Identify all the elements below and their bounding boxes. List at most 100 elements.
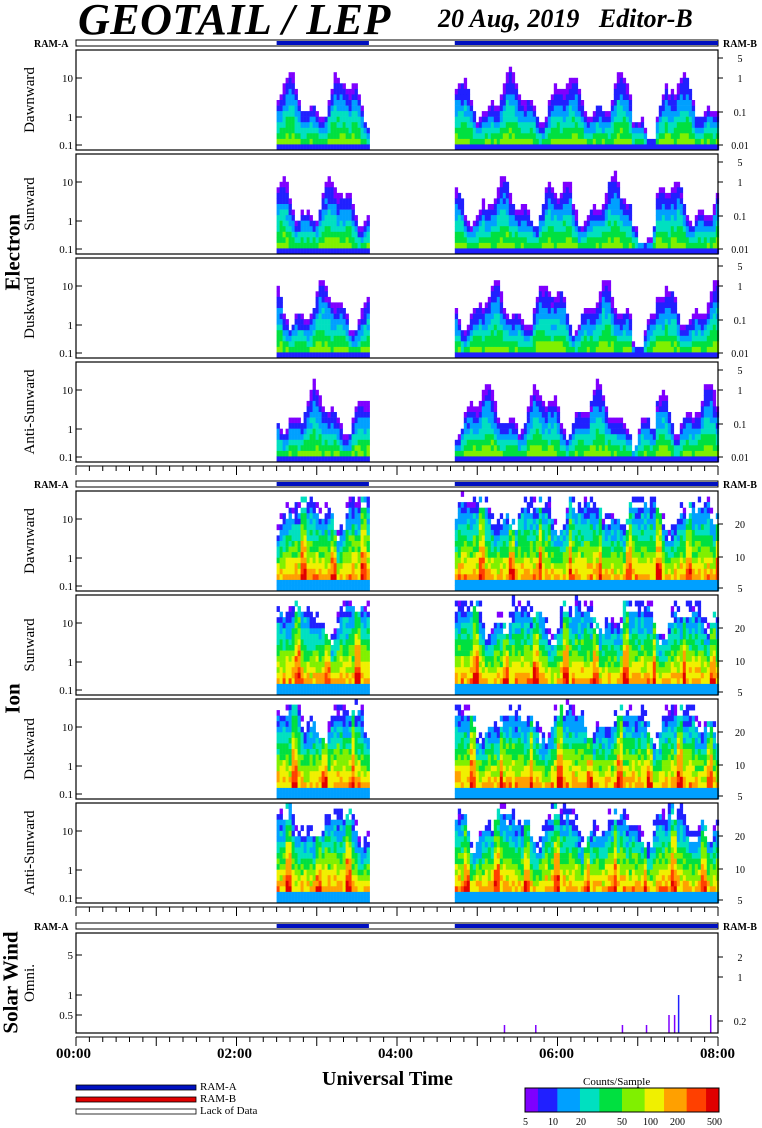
y-right-tick-label-1-2: 0.1: [734, 212, 747, 223]
editor-label: Editor-B: [598, 4, 693, 33]
y-right-tick-label-1-0: 5: [738, 158, 743, 169]
panel-label-6: Duskward: [22, 718, 38, 780]
main-title: GEOTAIL / LEP: [78, 0, 391, 44]
y-tick-label-2-0: 10: [62, 281, 74, 293]
panel-frame-4: [75, 490, 719, 592]
y-tick-label-4-2: 0.1: [59, 581, 73, 593]
y-tick-label-8-2: 0.5: [59, 1010, 73, 1022]
y-right-tick-label-3-3: 0.01: [731, 453, 749, 464]
y-tick-label-6-1: 1: [68, 761, 74, 773]
colorbar-tick-0: 5: [523, 1117, 528, 1128]
sw-spike-2: [621, 1025, 624, 1033]
y-right-tick-label-0-1: 1: [738, 74, 743, 85]
sw-spike-1: [535, 1025, 537, 1033]
y-right-tick-label-4-0: 20: [735, 520, 745, 531]
colorbar: [524, 1087, 720, 1113]
y-right-tick-label-2-1: 1: [738, 282, 743, 293]
y-tick-label-5-1: 1: [68, 657, 74, 669]
panel-4: 10 1 0.1 20 10 5 Dawnward: [22, 490, 745, 595]
panel-frame-7: [75, 802, 719, 904]
group-label-solar-wind: Solar Wind: [0, 931, 23, 1034]
sw-spike-0: [503, 1025, 506, 1033]
group-label-ion: Ion: [0, 683, 25, 714]
panel-6: 10 1 0.1 20 10 5 Duskward: [22, 698, 745, 803]
panel-label-8: Omni.: [22, 964, 38, 1002]
legend-swatch-2: [75, 1108, 197, 1115]
sw-spike-7: [709, 1015, 712, 1033]
y-tick-label-7-2: 0.1: [59, 893, 73, 905]
y-right-tick-label-8-1: 1: [738, 973, 743, 984]
ram-b-label-ion: RAM-B: [723, 480, 757, 491]
y-right-tick-label-7-2: 5: [738, 896, 743, 907]
panel-frame-1: [75, 153, 719, 255]
ram-a-segment-0-1: [454, 41, 718, 45]
y-tick-label-2-2: 0.1: [59, 348, 73, 360]
y-right-tick-label-4-2: 5: [738, 584, 743, 595]
ram-a-segment-2-1: [454, 924, 718, 928]
y-right-tick-label-3-1: 1: [738, 386, 743, 397]
y-right-tick-label-6-1: 10: [735, 761, 745, 772]
y-tick-label-3-2: 0.1: [59, 452, 73, 464]
panel-label-0: Dawnward: [22, 67, 38, 133]
y-right-tick-label-5-1: 10: [735, 657, 745, 668]
panel-label-3: Anti-Sunward: [22, 369, 38, 454]
x-tick-label-3: 06:00: [539, 1046, 574, 1062]
y-tick-label-8-0: 5: [68, 950, 74, 962]
x-tick-label-4: 08:00: [700, 1046, 735, 1062]
x-tick-label-0: 00:00: [56, 1046, 91, 1062]
sw-spike-3: [645, 1025, 648, 1033]
x-tick-label-2: 04:00: [378, 1046, 413, 1062]
y-right-tick-label-3-0: 5: [738, 366, 743, 377]
y-right-tick-label-8-2: 0.2: [734, 1017, 747, 1028]
y-tick-label-6-0: 10: [62, 722, 74, 734]
panel-frame-0: [75, 49, 719, 151]
y-tick-label-6-2: 0.1: [59, 789, 73, 801]
panel-1: 10 1 0.1 5 1 0.1 0.01 Sunward: [22, 153, 749, 256]
y-tick-label-5-2: 0.1: [59, 685, 73, 697]
y-tick-label-7-0: 10: [62, 826, 74, 838]
ram-a-label-electron: RAM-A: [34, 39, 69, 50]
panel-label-2: Duskward: [22, 277, 38, 339]
panel-label-4: Dawnward: [22, 508, 38, 574]
panel-frame-6: [75, 698, 719, 800]
sw-spike-4: [668, 1015, 670, 1033]
colorbar-tick-1: 10: [548, 1117, 558, 1128]
panel-frame-8: [75, 932, 719, 1034]
legend-swatch-1: [75, 1096, 197, 1103]
y-right-tick-label-5-0: 20: [735, 624, 745, 635]
colorbar-tick-3: 50: [617, 1117, 627, 1128]
panel-frame-5: [75, 594, 719, 696]
panel-7: 10 1 0.1 20 10 5 Anti-Sunward: [22, 802, 745, 907]
y-tick-label-1-0: 10: [62, 177, 74, 189]
legend-label-ram-b: RAM-B: [200, 1093, 237, 1105]
y-right-tick-label-0-2: 0.1: [734, 108, 747, 119]
y-tick-label-5-0: 10: [62, 618, 74, 630]
y-tick-label-1-2: 0.1: [59, 244, 73, 256]
panel-label-5: Sunward: [22, 618, 38, 672]
sw-spike-6: [677, 995, 680, 1033]
y-right-tick-label-0-0: 5: [738, 54, 743, 65]
legend-swatch-0: [75, 1084, 197, 1091]
ram-a-label-sw: RAM-A: [34, 922, 69, 933]
y-tick-label-3-1: 1: [68, 424, 74, 436]
y-tick-label-2-1: 1: [68, 320, 74, 332]
y-tick-label-4-0: 10: [62, 514, 74, 526]
y-right-tick-label-4-1: 10: [735, 553, 745, 564]
y-right-tick-label-7-1: 10: [735, 865, 745, 876]
panel-2: 10 1 0.1 5 1 0.1 0.01 Duskward: [22, 257, 749, 360]
y-right-tick-label-0-3: 0.01: [731, 141, 749, 152]
colorbar-title: Counts/Sample: [583, 1076, 651, 1088]
y-right-tick-label-1-3: 0.01: [731, 245, 749, 256]
y-right-tick-label-5-2: 5: [738, 688, 743, 699]
ram-b-label-electron: RAM-B: [723, 39, 757, 50]
panel-frame-2: [75, 257, 719, 359]
panel-0: 10 1 0.1 5 1 0.1 0.01 Dawnward: [22, 49, 749, 152]
panel-label-1: Sunward: [22, 177, 38, 231]
legend-label-ram-a: RAM-A: [200, 1081, 237, 1093]
panel-3: 10 1 0.1 5 1 0.1 0.01 Anti-Sunward: [22, 361, 749, 464]
y-right-tick-label-8-0: 2: [738, 953, 743, 964]
x-tick-label-1: 02:00: [217, 1046, 252, 1062]
y-tick-label-3-0: 10: [62, 385, 74, 397]
y-tick-label-0-2: 0.1: [59, 140, 73, 152]
date-label: 20 Aug, 2019: [438, 4, 580, 33]
